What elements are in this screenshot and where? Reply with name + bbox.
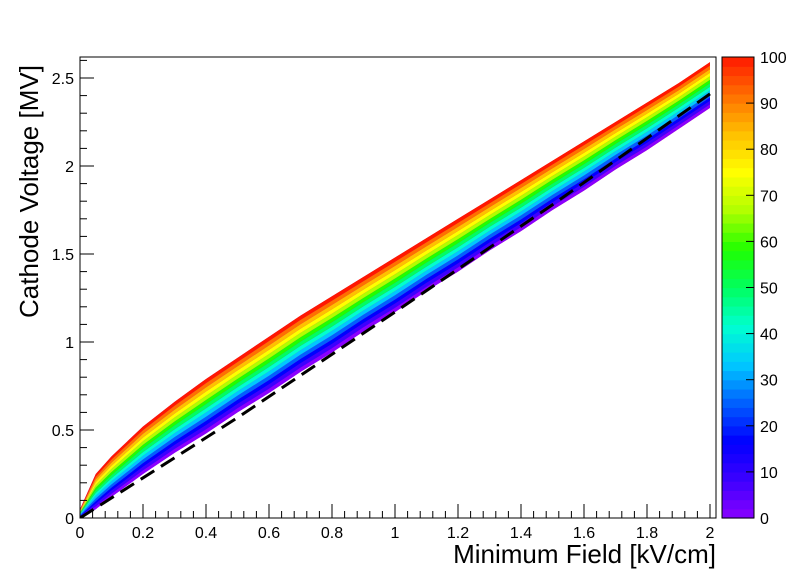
colorbar-segment [722, 352, 754, 362]
colorbar-segment [722, 333, 754, 344]
colorbar-segment [722, 93, 754, 104]
heatmap-stratum [80, 72, 710, 512]
y-tick-label: 2 [65, 159, 74, 176]
colorbar-tick-label: 30 [760, 373, 778, 390]
colorbar-segment [722, 250, 754, 261]
heatmap-stratum [80, 76, 710, 513]
heatmap-stratum [80, 104, 710, 518]
x-tick-label: 0.4 [195, 525, 217, 542]
colorbar-segment [722, 508, 754, 519]
colorbar-tick-label: 20 [760, 419, 778, 436]
colorbar-segment [722, 130, 754, 141]
colorbar-segment [722, 149, 754, 160]
plot-frame [79, 56, 717, 519]
y-tick-label: 2.5 [52, 71, 74, 88]
colorbar-segment [722, 259, 754, 270]
heatmap-stratum [80, 69, 710, 512]
y-tick-label: 1.5 [52, 247, 74, 264]
colorbar-tick-label: 0 [760, 511, 769, 528]
colorbar-segment [722, 167, 754, 178]
colorbar-segment [722, 213, 754, 224]
x-axis: 0 0.2 0.4 0.6 0.8 1 1.2 1.4 1.6 1.8 2 [76, 504, 715, 542]
heatmap-stratum [80, 97, 710, 517]
colorbar-segment [722, 287, 754, 298]
colorbar-tick-label: 80 [760, 142, 778, 159]
colorbar-segment [722, 499, 754, 510]
colorbar-segment [722, 241, 754, 252]
colorbar-segment [722, 324, 754, 335]
y-axis: 0 0.5 1 1.5 2 2.5 [52, 59, 94, 528]
colorbar-segment [722, 121, 754, 132]
colorbar-segment [722, 139, 754, 150]
y-tick-label: 0 [65, 511, 74, 528]
reference-dashed-line [80, 92, 711, 518]
x-tick-label: 0.2 [132, 525, 154, 542]
x-axis-title: Minimum Field [kV/cm] [453, 539, 716, 569]
colorbar-segment [722, 232, 754, 242]
colorbar-segment [722, 453, 754, 464]
colorbar-segment [722, 361, 754, 372]
x-tick-label: 1.2 [447, 525, 469, 542]
heatmap-stratum [80, 86, 710, 515]
colorbar-segment [722, 103, 754, 113]
y-tick-label: 0.5 [52, 423, 74, 440]
colorbar-segment [722, 481, 754, 491]
dashed-line [80, 92, 711, 518]
colorbar-segment [722, 158, 754, 169]
x-tick-label: 1 [391, 525, 400, 542]
colorbar-tick-label: 60 [760, 234, 778, 251]
colorbar-segment [722, 66, 754, 77]
colorbar-segment [722, 490, 754, 501]
colorbar-segment [722, 269, 754, 279]
colorbar-segment [722, 278, 754, 289]
colorbar-segment [722, 296, 754, 307]
colorbar-tick-label: 10 [760, 465, 778, 482]
colorbar-segment [722, 204, 754, 215]
colorbar-tick-label: 40 [760, 327, 778, 344]
colorbar-segment [722, 186, 754, 196]
heatmap-stratum [80, 79, 710, 514]
x-tick-label: 1.6 [573, 525, 595, 542]
colorbar-tick-label: 90 [760, 96, 778, 113]
colorbar-segment [722, 462, 754, 473]
x-tick-label: 0.6 [258, 525, 280, 542]
heatmap-stratum [80, 90, 710, 516]
colorbar-segment [722, 425, 754, 436]
colorbar-segment [722, 398, 754, 408]
x-tick-label: 1.4 [510, 525, 532, 542]
colorbar-segment [722, 379, 754, 390]
colorbar-segment [722, 195, 754, 206]
colorbar-segment [722, 84, 754, 95]
colorbar-segment [722, 57, 754, 67]
colorbar-segment [722, 176, 754, 187]
colorbar-tick-label: 100 [760, 50, 787, 67]
colorbar-segment [722, 471, 754, 482]
colorbar-segment [722, 435, 754, 445]
colorbar-segment [722, 444, 754, 455]
colorbar-tick-label: 70 [760, 188, 778, 205]
colorbar-segment [722, 75, 754, 86]
x-tick-label: 1.8 [636, 525, 658, 542]
x-tick-label: 0.8 [321, 525, 343, 542]
colorbar: 0 10 20 30 40 50 60 70 80 90 100 [721, 50, 787, 528]
heatmap-stratum [80, 93, 710, 516]
colorbar-tick-label: 50 [760, 281, 778, 298]
colorbar-segment [722, 370, 754, 381]
colorbar-segment [722, 222, 754, 233]
y-tick-label: 1 [65, 335, 74, 352]
colorbar-segment [722, 388, 754, 399]
heatmap-band [80, 62, 710, 518]
colorbar-segment [722, 305, 754, 316]
colorbar-segment [722, 315, 754, 325]
colorbar-segment [722, 407, 754, 418]
x-tick-label: 0 [76, 525, 85, 542]
x-tick-label: 2 [706, 525, 715, 542]
colorbar-segment [722, 112, 754, 123]
heatmap-stratum [80, 83, 710, 514]
colorbar-segment [722, 342, 754, 353]
y-axis-title: Cathode Voltage [MV] [14, 65, 44, 318]
colorbar-segment [722, 416, 754, 427]
